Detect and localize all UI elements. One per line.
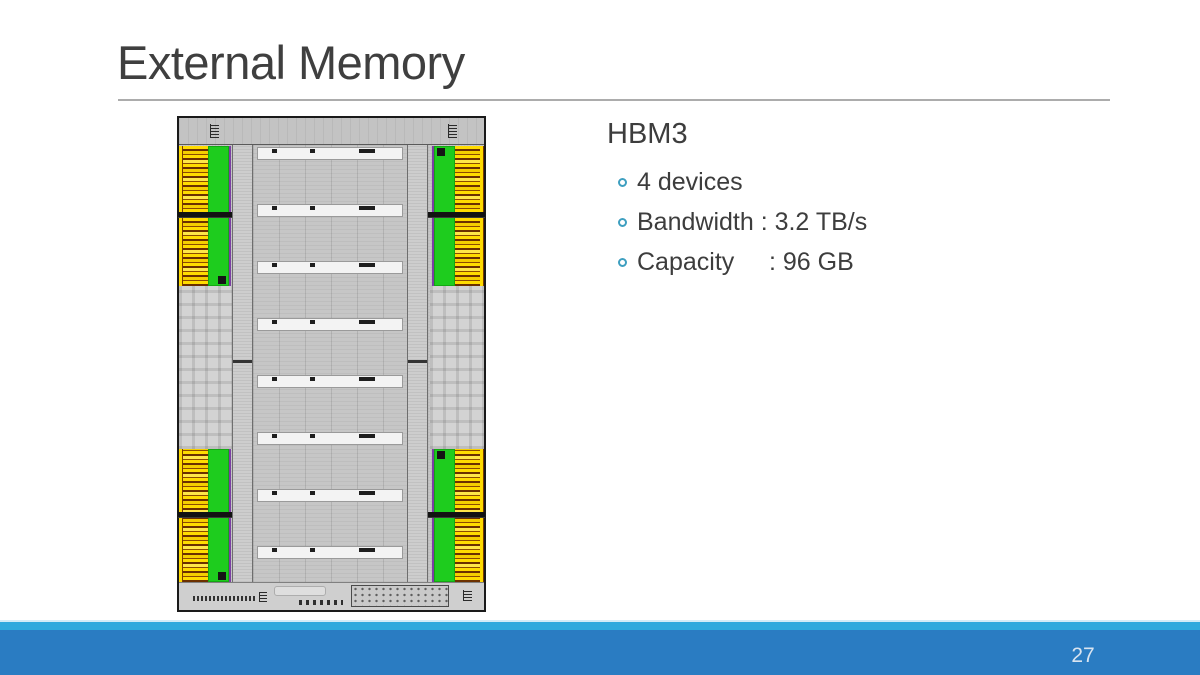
die-white-bar — [257, 375, 403, 388]
content-heading: HBM3 — [607, 118, 688, 150]
die-corner-mark — [437, 451, 445, 459]
block-divider-line — [178, 511, 240, 517]
strip-divider-line — [233, 360, 252, 363]
die-marking-icon — [448, 124, 457, 138]
bullet-item: Capacity : 96 GB — [618, 242, 867, 282]
die-bottom-glyph — [463, 590, 472, 601]
page-number: 27 — [1071, 644, 1095, 667]
bullet-text: Capacity : 96 GB — [637, 247, 854, 276]
hbm-phy-region-top-right — [423, 146, 485, 286]
die-corner-mark — [218, 276, 226, 284]
die-white-bar — [257, 318, 403, 331]
slide-title: External Memory — [117, 36, 465, 89]
chip-die-figure — [177, 116, 486, 612]
die-faded-region-left — [179, 286, 233, 449]
die-bottom-rounded-box — [274, 586, 326, 596]
die-faded-region-right — [430, 286, 484, 449]
die-bottom-glyph — [259, 592, 267, 602]
die-bottom-band — [179, 582, 484, 610]
die-bottom-tick-marks — [299, 600, 343, 605]
bullet-item: Bandwidth : 3.2 TB/s — [618, 202, 867, 242]
bullet-item: 4 devices — [618, 162, 867, 202]
die-bottom-text-mark — [193, 596, 255, 601]
die-top-band — [179, 118, 484, 145]
block-divider-line — [423, 511, 485, 517]
die-white-bar — [257, 147, 403, 160]
die-column-strip-right — [407, 145, 428, 582]
die-marking-icon — [210, 124, 219, 138]
bullet-circle-icon — [618, 217, 627, 227]
bullet-list: 4 devices Bandwidth : 3.2 TB/s Capacity : … — [618, 162, 867, 282]
die-white-bar — [257, 204, 403, 217]
die-white-bar — [257, 261, 403, 274]
die-bottom-stippled-block — [351, 585, 449, 607]
die-corner-mark — [437, 148, 445, 156]
hbm-phy-region-top-left — [178, 146, 240, 286]
die-corner-mark — [218, 572, 226, 580]
die-center-region — [253, 145, 407, 582]
block-divider-line — [423, 211, 485, 217]
bullet-circle-icon — [618, 257, 627, 267]
footer-bar — [0, 630, 1200, 675]
block-divider-line — [178, 211, 240, 217]
hbm-phy-region-bottom-left — [178, 449, 240, 582]
bullet-text: Bandwidth : 3.2 TB/s — [637, 207, 868, 236]
bullet-text: 4 devices — [637, 167, 743, 196]
strip-divider-line — [408, 360, 427, 363]
hbm-phy-region-bottom-right — [423, 449, 485, 582]
footer-accent-strip — [0, 620, 1200, 630]
die-white-bar — [257, 489, 403, 502]
die-white-bar — [257, 546, 403, 559]
die-white-bar — [257, 432, 403, 445]
title-divider — [118, 99, 1110, 101]
die-column-strip-left — [232, 145, 253, 582]
bullet-circle-icon — [618, 177, 627, 187]
